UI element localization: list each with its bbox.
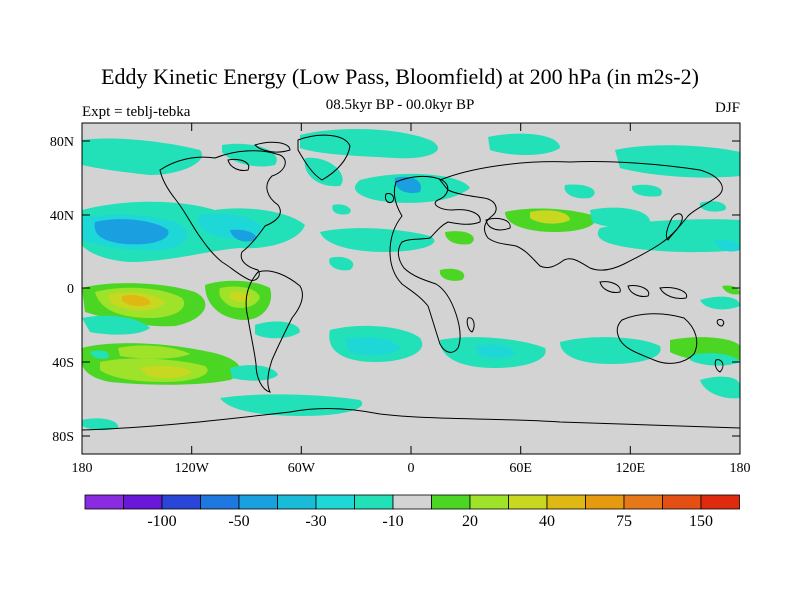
colorbar-swatch — [161, 494, 201, 510]
colorbar-swatch — [431, 494, 471, 510]
lat-tick-label: 80S — [52, 430, 74, 445]
colorbar-label: 40 — [539, 513, 555, 530]
lat-axis — [82, 140, 740, 437]
colorbar-swatch — [315, 494, 355, 510]
colorbar — [84, 494, 740, 510]
colorbar-swatch — [277, 494, 317, 510]
colorbar-label: 20 — [462, 513, 478, 530]
period-label: 08.5kyr BP - 00.0kyr BP — [325, 97, 475, 113]
colorbar-swatch — [623, 494, 663, 510]
colorbar-label: 75 — [616, 513, 632, 530]
lat-tick-label: 40N — [50, 209, 74, 224]
colorbar-swatch — [662, 494, 702, 510]
colorbar-swatch — [392, 494, 432, 510]
colorbar-labels: -100 -50 -30 -10 20 40 75 150 — [147, 513, 713, 530]
lon-axis — [191, 123, 631, 454]
lon-tick-label: 60E — [509, 461, 532, 476]
colorbar-swatch — [84, 494, 124, 510]
colorbar-label: -30 — [305, 513, 326, 530]
lon-tick-label: 120W — [175, 461, 210, 476]
colorbar-swatch — [585, 494, 625, 510]
colorbar-swatch — [354, 494, 394, 510]
lon-tick-labels: 180 120W 60W 0 60E 120E 180 — [72, 461, 751, 476]
lon-tick-label: 0 — [408, 461, 415, 476]
lon-tick-label: 180 — [72, 461, 93, 476]
experiment-label: Expt = teblj-tebka — [82, 104, 191, 120]
colorbar-swatch — [123, 494, 163, 510]
lat-tick-label: 0 — [67, 282, 74, 297]
colorbar-swatch — [200, 494, 240, 510]
colorbar-swatch — [469, 494, 509, 510]
lat-tick-label: 40S — [52, 356, 74, 371]
colorbar-swatch — [700, 494, 740, 510]
season-label: DJF — [714, 100, 740, 116]
colorbar-swatch — [546, 494, 586, 510]
lon-tick-label: 60W — [288, 461, 316, 476]
colorbar-label: -100 — [147, 513, 176, 530]
lat-tick-labels: 80N 40N 0 40S 80S — [50, 135, 74, 445]
map-title: Eddy Kinetic Energy (Low Pass, Bloomfiel… — [101, 64, 699, 89]
coastlines — [82, 134, 740, 431]
colorbar-swatch — [238, 494, 278, 510]
colorbar-swatch — [508, 494, 548, 510]
lon-tick-label: 120E — [616, 461, 646, 476]
colorbar-label: -10 — [382, 513, 403, 530]
lon-tick-label: 180 — [730, 461, 751, 476]
colorbar-label: 150 — [689, 513, 713, 530]
lat-tick-label: 80N — [50, 135, 74, 150]
colorbar-label: -50 — [228, 513, 249, 530]
